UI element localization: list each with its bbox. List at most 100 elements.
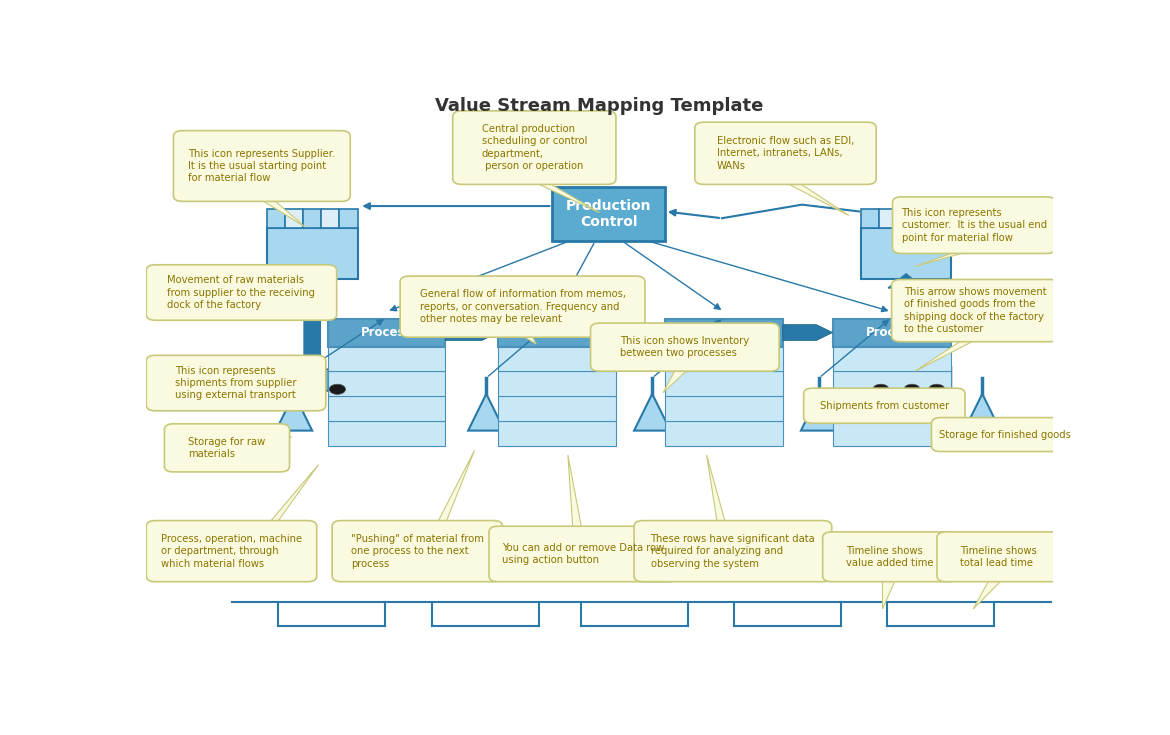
Polygon shape [255, 196, 305, 227]
FancyBboxPatch shape [892, 279, 1059, 342]
Polygon shape [915, 336, 983, 371]
Circle shape [268, 384, 284, 395]
Text: Timeline shows
total lead time: Timeline shows total lead time [961, 545, 1037, 568]
FancyBboxPatch shape [339, 209, 358, 228]
FancyBboxPatch shape [833, 371, 950, 396]
Polygon shape [941, 430, 983, 439]
FancyBboxPatch shape [332, 520, 503, 581]
FancyBboxPatch shape [665, 421, 783, 446]
Polygon shape [526, 179, 599, 212]
FancyBboxPatch shape [899, 367, 951, 390]
FancyArrow shape [294, 274, 330, 400]
FancyBboxPatch shape [498, 371, 615, 396]
FancyBboxPatch shape [823, 532, 957, 581]
FancyBboxPatch shape [934, 209, 951, 228]
Text: This icon represents Supplier.
It is the usual starting point
for material flow: This icon represents Supplier. It is the… [188, 148, 336, 184]
Text: Storage for finished goods: Storage for finished goods [940, 429, 1071, 440]
FancyBboxPatch shape [937, 532, 1060, 581]
Text: General flow of information from memos,
reports, or conversation. Frequency and
: General flow of information from memos, … [420, 290, 626, 324]
FancyBboxPatch shape [833, 318, 950, 347]
Text: Timeline shows
value added time: Timeline shows value added time [846, 545, 934, 568]
FancyBboxPatch shape [861, 228, 951, 279]
Text: Process, operation, machine
or department, through
which material flows: Process, operation, machine or departmen… [161, 534, 302, 569]
FancyBboxPatch shape [665, 347, 783, 371]
Polygon shape [882, 576, 897, 609]
Text: Process: Process [360, 326, 412, 339]
Circle shape [329, 384, 345, 395]
Circle shape [929, 384, 945, 395]
FancyBboxPatch shape [833, 347, 950, 371]
FancyBboxPatch shape [328, 421, 446, 446]
Text: "Pushing" of material from
one process to the next
process: "Pushing" of material from one process t… [351, 534, 484, 569]
Circle shape [904, 384, 920, 395]
Polygon shape [915, 248, 982, 267]
Text: Movement of raw materials
from supplier to the receiving
dock of the factory: Movement of raw materials from supplier … [167, 275, 316, 310]
Text: Value Stream Mapping Template: Value Stream Mapping Template [435, 97, 764, 115]
Polygon shape [515, 331, 536, 344]
FancyBboxPatch shape [328, 371, 446, 396]
Circle shape [873, 384, 889, 395]
Polygon shape [634, 394, 670, 431]
FancyBboxPatch shape [164, 424, 289, 472]
FancyBboxPatch shape [489, 526, 677, 581]
Polygon shape [783, 325, 833, 340]
FancyBboxPatch shape [915, 209, 934, 228]
Text: Storage for raw
materials: Storage for raw materials [188, 437, 266, 459]
FancyBboxPatch shape [322, 209, 339, 228]
FancyBboxPatch shape [695, 122, 876, 184]
FancyBboxPatch shape [328, 396, 446, 421]
FancyBboxPatch shape [285, 209, 303, 228]
FancyBboxPatch shape [267, 209, 285, 228]
Polygon shape [615, 325, 665, 340]
FancyBboxPatch shape [833, 396, 950, 421]
Text: You can add or remove Data row
using action button: You can add or remove Data row using act… [502, 542, 665, 565]
FancyBboxPatch shape [146, 520, 317, 581]
Polygon shape [281, 437, 291, 452]
Text: Process: Process [866, 326, 917, 339]
Polygon shape [915, 401, 956, 411]
FancyBboxPatch shape [665, 371, 783, 396]
FancyBboxPatch shape [400, 276, 645, 337]
FancyBboxPatch shape [173, 131, 350, 201]
FancyBboxPatch shape [317, 369, 355, 391]
Text: This icon represents
shipments from supplier
using external transport: This icon represents shipments from supp… [176, 365, 297, 401]
FancyArrow shape [888, 274, 924, 400]
Polygon shape [801, 394, 838, 431]
Text: Central production
scheduling or control
department,
 person or operation: Central production scheduling or control… [482, 124, 587, 171]
FancyBboxPatch shape [665, 318, 783, 347]
FancyBboxPatch shape [303, 209, 322, 228]
Text: This arrow shows movement
of finished goods from the
shipping dock of the factor: This arrow shows movement of finished go… [904, 287, 1047, 334]
FancyBboxPatch shape [498, 318, 615, 347]
FancyBboxPatch shape [267, 367, 319, 390]
Text: These rows have significant data
required for analyzing and
observing the system: These rows have significant data require… [651, 534, 815, 569]
FancyBboxPatch shape [453, 111, 615, 184]
Polygon shape [305, 288, 328, 298]
Text: Production
Control: Production Control [566, 199, 652, 229]
Polygon shape [276, 394, 312, 431]
Polygon shape [778, 179, 849, 215]
Text: Process: Process [531, 326, 583, 339]
FancyBboxPatch shape [931, 417, 1079, 451]
Text: Shipments from customer: Shipments from customer [820, 401, 949, 411]
Polygon shape [663, 365, 693, 392]
Circle shape [292, 384, 309, 395]
FancyBboxPatch shape [804, 388, 965, 423]
FancyBboxPatch shape [879, 209, 897, 228]
Polygon shape [973, 576, 1006, 609]
FancyBboxPatch shape [146, 265, 337, 320]
FancyBboxPatch shape [328, 347, 446, 371]
Polygon shape [964, 394, 1000, 431]
FancyBboxPatch shape [897, 209, 915, 228]
FancyBboxPatch shape [665, 396, 783, 421]
Polygon shape [291, 379, 317, 408]
Text: Process: Process [698, 326, 750, 339]
Text: This icon represents
customer.  It is the usual end
point for material flow: This icon represents customer. It is the… [902, 208, 1047, 243]
FancyBboxPatch shape [267, 228, 358, 279]
FancyBboxPatch shape [893, 197, 1055, 254]
FancyBboxPatch shape [146, 355, 325, 411]
FancyBboxPatch shape [634, 520, 832, 581]
Polygon shape [468, 394, 504, 431]
Polygon shape [446, 325, 498, 340]
FancyBboxPatch shape [552, 187, 665, 241]
FancyBboxPatch shape [863, 369, 902, 391]
